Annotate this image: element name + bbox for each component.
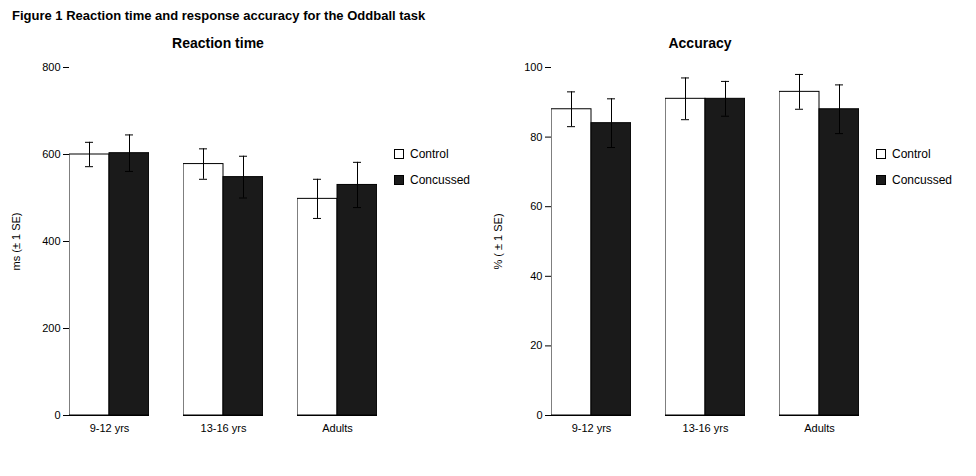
svg-text:ms (± 1 SE): ms (± 1 SE) bbox=[10, 213, 22, 271]
svg-text:200: 200 bbox=[42, 322, 60, 334]
html-text:Concussed: Concussed bbox=[892, 173, 952, 187]
svg-text:60: 60 bbox=[530, 200, 542, 212]
svg-text:100: 100 bbox=[524, 61, 542, 73]
svg-text:20: 20 bbox=[530, 339, 542, 351]
svg-text:80: 80 bbox=[530, 131, 542, 143]
html-text:Control: Control bbox=[410, 147, 449, 161]
svg-text:0: 0 bbox=[54, 409, 60, 421]
svg-text:Adults: Adults bbox=[804, 422, 835, 434]
html-text:Control: Control bbox=[892, 147, 931, 161]
svg-text:13-16 yrs: 13-16 yrs bbox=[683, 422, 729, 434]
svg-text:Adults: Adults bbox=[322, 422, 353, 434]
svg-text:800: 800 bbox=[42, 61, 60, 73]
svg-text:13-16 yrs: 13-16 yrs bbox=[201, 422, 247, 434]
svg-text:400: 400 bbox=[42, 235, 60, 247]
html-text:Accuracy: Accuracy bbox=[668, 35, 732, 51]
svg-text:% ( ± 1 SE): % ( ± 1 SE) bbox=[492, 213, 504, 269]
svg-text:600: 600 bbox=[42, 148, 60, 160]
html-text:Figure 1 Reaction time and res: Figure 1 Reaction time and response accu… bbox=[12, 8, 426, 23]
html-text:Reaction time: Reaction time bbox=[172, 35, 264, 51]
html-text:Concussed: Concussed bbox=[410, 173, 470, 187]
svg-text:40: 40 bbox=[530, 270, 542, 282]
svg-text:9-12 yrs: 9-12 yrs bbox=[90, 422, 130, 434]
svg-text:9-12 yrs: 9-12 yrs bbox=[572, 422, 612, 434]
svg-text:0: 0 bbox=[536, 409, 542, 421]
